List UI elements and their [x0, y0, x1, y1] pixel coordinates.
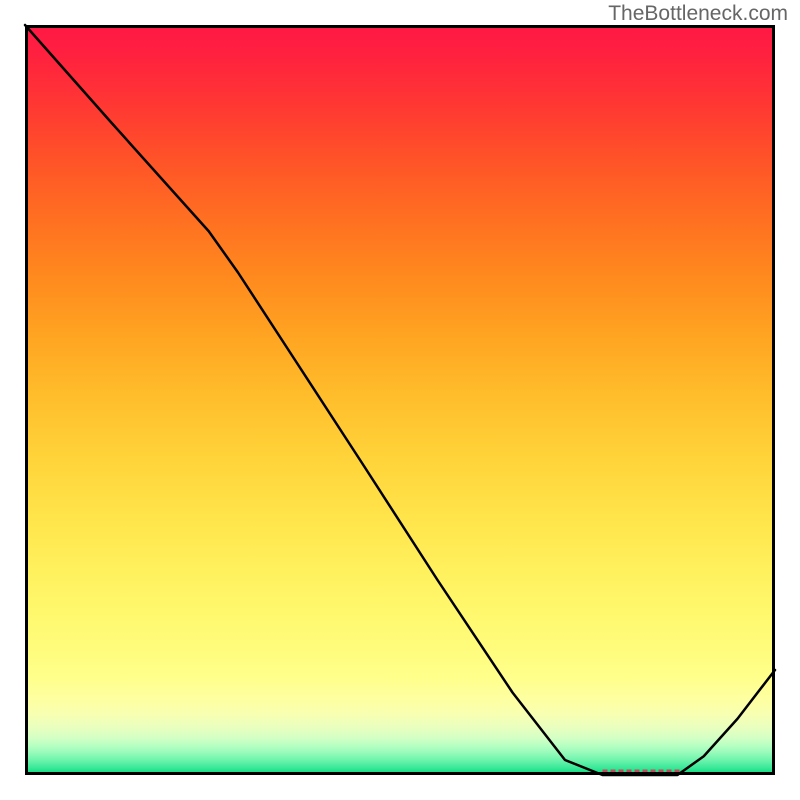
chart-container	[25, 25, 775, 775]
bottleneck-curve	[25, 25, 775, 775]
watermark-text: TheBottleneck.com	[608, 2, 788, 26]
chart-plot	[25, 25, 775, 775]
